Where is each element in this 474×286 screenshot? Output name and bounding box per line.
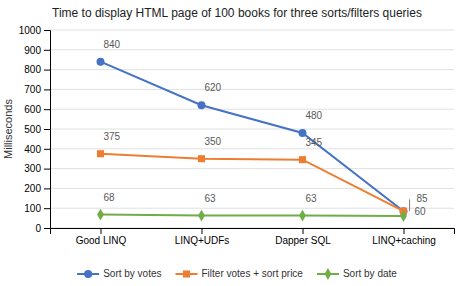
legend-label: Sort by date bbox=[343, 268, 397, 279]
x-tick: LINQ+UDFs bbox=[175, 228, 230, 246]
x-tick-label: LINQ+caching bbox=[372, 235, 436, 246]
y-tick: 1000 bbox=[19, 25, 50, 36]
y-tick-label: 400 bbox=[24, 144, 41, 155]
chart-svg: Time to display HTML page of 100 books f… bbox=[0, 0, 474, 286]
annotation: 840 bbox=[104, 39, 121, 50]
y-tick-label: 900 bbox=[24, 45, 41, 56]
y-tick: 400 bbox=[24, 144, 50, 155]
grid-line bbox=[50, 129, 454, 130]
y-tick-mark bbox=[44, 30, 50, 31]
plot-area: 0 100 200 300 400 500 600 700 800 900 1000 Good LIN… bbox=[19, 25, 455, 246]
y-tick: 300 bbox=[24, 163, 50, 174]
y-tick: 900 bbox=[24, 45, 50, 56]
annotation: 60 bbox=[415, 206, 427, 217]
y-tick: 500 bbox=[24, 124, 50, 135]
y-tick: 700 bbox=[24, 84, 50, 95]
y-tick-mark bbox=[44, 208, 50, 209]
y-axis: 0 100 200 300 400 500 600 700 800 900 1000 bbox=[19, 25, 51, 234]
legend-label: Sort by votes bbox=[103, 268, 161, 279]
annotation: 85 bbox=[417, 193, 429, 204]
series-marker bbox=[97, 58, 105, 66]
annotation: 345 bbox=[306, 137, 323, 148]
chart-title: Time to display HTML page of 100 books f… bbox=[52, 6, 422, 20]
y-tick-label: 100 bbox=[24, 203, 41, 214]
y-tick: 800 bbox=[24, 64, 50, 75]
y-tick-mark bbox=[44, 169, 50, 170]
y-tick-mark bbox=[44, 188, 50, 189]
marks bbox=[97, 58, 408, 222]
y-tick-label: 800 bbox=[24, 64, 41, 75]
grid-line bbox=[50, 208, 454, 209]
series-marker bbox=[97, 150, 104, 157]
x-tick-mark bbox=[101, 228, 102, 234]
annotations: 840 620 480 375 350 345 68 63 63 60 85 bbox=[104, 39, 429, 217]
legend-label: Filter votes + sort price bbox=[202, 268, 304, 279]
y-tick: 100 bbox=[24, 203, 50, 214]
annotation: 68 bbox=[104, 192, 116, 203]
annotation: 63 bbox=[306, 193, 318, 204]
x-tick-label: LINQ+UDFs bbox=[175, 235, 230, 246]
annotation: 63 bbox=[205, 193, 217, 204]
y-tick-label: 600 bbox=[24, 104, 41, 115]
y-tick-label: 500 bbox=[24, 124, 41, 135]
x-tick: Dapper SQL bbox=[275, 228, 331, 246]
x-axis-line bbox=[51, 229, 455, 235]
y-tick: 0 bbox=[35, 223, 50, 234]
y-tick-mark bbox=[44, 109, 50, 110]
series-marker bbox=[299, 156, 306, 163]
series-marker bbox=[198, 101, 206, 109]
y-tick-label: 700 bbox=[24, 84, 41, 95]
grid-line bbox=[50, 188, 454, 189]
y-tick: 200 bbox=[24, 183, 50, 194]
series-marker bbox=[299, 210, 306, 222]
grid-line bbox=[50, 168, 454, 169]
annotation: 375 bbox=[104, 131, 121, 142]
x-tick-label: Good LINQ bbox=[76, 235, 127, 246]
y-tick-mark bbox=[44, 89, 50, 90]
bracket-line bbox=[409, 199, 410, 211]
y-tick-label: 200 bbox=[24, 183, 41, 194]
legend-item: Filter votes + sort price bbox=[176, 268, 304, 279]
legend-swatch-marker bbox=[183, 270, 190, 277]
y-tick: 600 bbox=[24, 104, 50, 115]
grid-line bbox=[50, 30, 454, 31]
y-axis-line bbox=[44, 31, 51, 229]
series-line bbox=[101, 62, 404, 211]
legend-swatch-marker bbox=[84, 270, 92, 278]
y-tick-mark bbox=[44, 129, 50, 130]
series-line bbox=[101, 215, 404, 217]
annotation: 480 bbox=[306, 110, 323, 121]
y-tick-mark bbox=[44, 50, 50, 51]
series-line bbox=[101, 154, 404, 211]
x-tick-mark bbox=[404, 228, 405, 234]
x-tick: Good LINQ bbox=[76, 228, 127, 246]
annotation: 620 bbox=[205, 82, 222, 93]
legend-item: Sort by date bbox=[317, 268, 397, 280]
series-marker bbox=[400, 210, 407, 222]
grid-line bbox=[50, 109, 454, 110]
legend: Sort by votes Filter votes + sort price So… bbox=[77, 268, 397, 280]
x-axis: Good LINQ LINQ+UDFs Dapper SQL LINQ+caching bbox=[51, 228, 455, 246]
x-tick-label: Dapper SQL bbox=[275, 235, 331, 246]
grid bbox=[50, 30, 454, 228]
y-tick-mark bbox=[44, 149, 50, 150]
x-tick-mark bbox=[202, 228, 203, 234]
legend-item: Sort by votes bbox=[77, 268, 161, 279]
series-marker bbox=[97, 209, 104, 221]
grid-line bbox=[50, 148, 454, 149]
y-tick-mark bbox=[44, 228, 50, 229]
grid-line bbox=[50, 89, 454, 90]
y-tick-label: 300 bbox=[24, 163, 41, 174]
y-tick-label: 0 bbox=[35, 223, 41, 234]
y-tick-label: 1000 bbox=[19, 25, 42, 36]
x-tick: LINQ+caching bbox=[372, 228, 436, 246]
annotation: 350 bbox=[205, 136, 222, 147]
y-axis-title: Milliseconds bbox=[2, 99, 14, 159]
series-marker bbox=[198, 210, 205, 222]
y-tick-mark bbox=[44, 70, 50, 71]
x-tick-mark bbox=[303, 228, 304, 234]
legend-swatch-marker bbox=[325, 268, 332, 280]
grid-line bbox=[50, 69, 454, 70]
series-marker bbox=[198, 155, 205, 162]
